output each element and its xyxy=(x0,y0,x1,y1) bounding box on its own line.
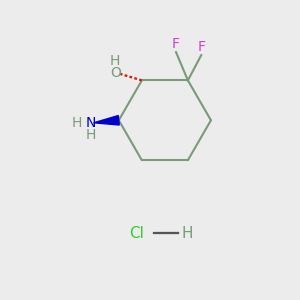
Text: H: H xyxy=(110,54,120,68)
Text: H: H xyxy=(72,116,83,130)
Text: H: H xyxy=(182,226,193,241)
Text: F: F xyxy=(172,37,180,51)
Text: N: N xyxy=(85,116,96,130)
Text: F: F xyxy=(197,40,205,54)
Text: Cl: Cl xyxy=(129,226,144,241)
Text: H: H xyxy=(85,128,96,142)
Text: O: O xyxy=(110,66,121,80)
Polygon shape xyxy=(94,116,119,125)
